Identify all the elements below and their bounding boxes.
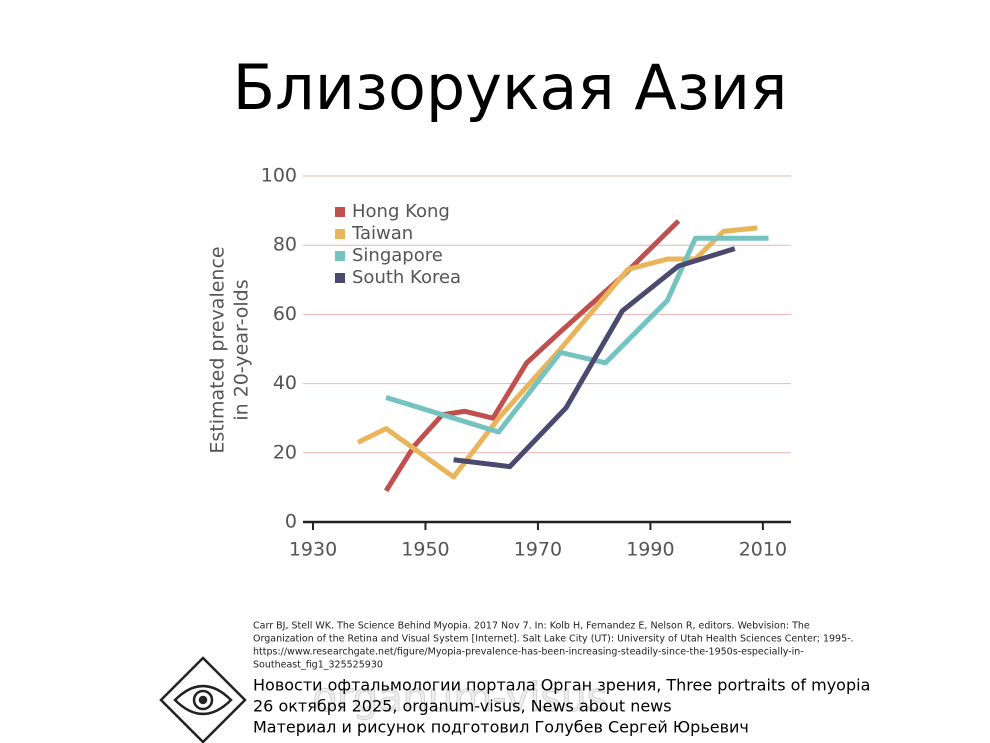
y-axis-label: Estimated prevalence <box>207 246 229 453</box>
series-line <box>385 235 769 435</box>
series-line <box>383 219 681 493</box>
legend-label: Hong Kong <box>352 201 450 222</box>
watermark: organum-visus <box>313 675 608 721</box>
y-tick-label: 0 <box>285 511 297 533</box>
x-tick-label: 1950 <box>401 539 449 561</box>
y-tick-label: 60 <box>273 303 297 325</box>
logo <box>159 656 247 743</box>
legend-swatch <box>335 229 345 239</box>
legend-label: Singapore <box>352 245 443 266</box>
footer: Новости офтальмологии портала Орган зрен… <box>253 676 870 737</box>
legend-label: South Korea <box>352 267 461 288</box>
slide-title: Близорукая Азия <box>233 51 788 124</box>
citation-line: Carr BJ, Stell WK. The Science Behind My… <box>253 621 810 632</box>
x-tick-label: 1990 <box>626 539 674 561</box>
y-axis-label: in 20-year-olds <box>231 279 253 420</box>
y-tick-label: 80 <box>273 234 297 256</box>
citation-line: Organization of the Retina and Visual Sy… <box>253 634 854 645</box>
y-tick-label: 40 <box>273 372 297 394</box>
footer-line: Новости офтальмологии портала Орган зрен… <box>253 676 870 695</box>
y-tick-label: 20 <box>273 441 297 463</box>
footer-line: 26 октября 2025, organum-visus, News abo… <box>253 697 672 716</box>
citation-line: Southeast_fig1_325525930 <box>253 660 383 671</box>
legend-swatch <box>335 251 345 261</box>
x-tick-label: 1930 <box>289 539 337 561</box>
legend-label: Taiwan <box>351 223 413 244</box>
series-line <box>356 225 758 480</box>
series-line <box>453 246 736 470</box>
chart: 0 20 40 60 80 100 1930 1950 1970 1990 2010 Estimate… <box>207 165 791 561</box>
citation: Carr BJ, Stell WK. The Science Behind My… <box>253 621 854 671</box>
footer-line: Материал и рисунок подготовил Голубев Се… <box>253 718 749 737</box>
y-tick-label: 100 <box>261 165 297 187</box>
x-tick-label: 1970 <box>514 539 562 561</box>
citation-line: https://www.researchgate.net/figure/Myop… <box>253 647 804 658</box>
x-tick-label: 2010 <box>739 539 787 561</box>
legend-swatch <box>335 273 345 283</box>
legend-swatch <box>335 207 345 217</box>
